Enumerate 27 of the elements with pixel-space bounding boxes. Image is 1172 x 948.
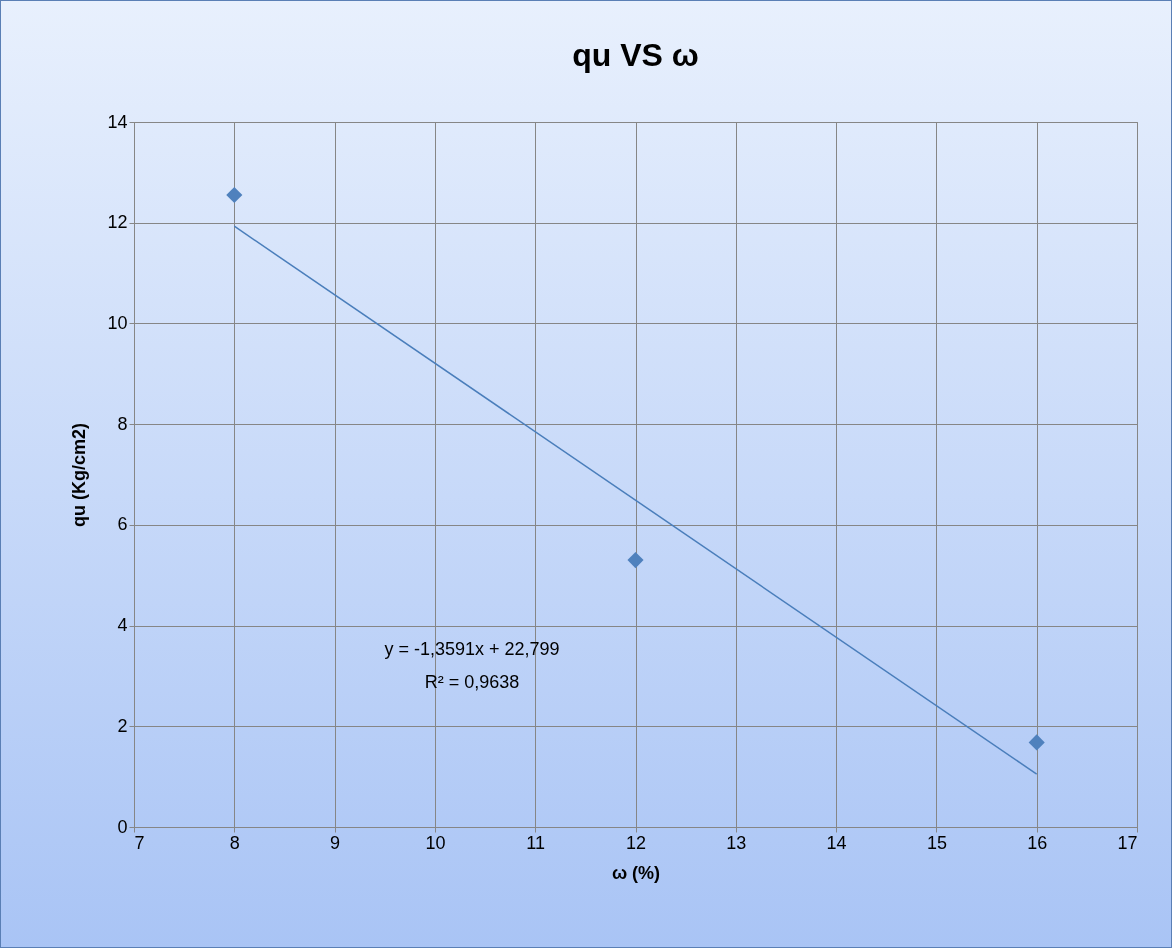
x-axis-title: ω (%) xyxy=(611,862,661,883)
y-tick-label: 14 xyxy=(107,111,128,132)
y-tick-label: 10 xyxy=(107,312,128,333)
y-tick-label: 0 xyxy=(117,816,128,837)
x-tick-label: 8 xyxy=(229,832,240,853)
annotation: R² = 0,9638 xyxy=(424,672,520,692)
chart-title: qu VS ω xyxy=(572,37,699,73)
x-tick-label: 15 xyxy=(926,832,947,853)
y-tick-label: 12 xyxy=(107,212,128,233)
y-tick-label: 8 xyxy=(117,413,128,434)
x-tick-label: 9 xyxy=(330,832,341,853)
x-tick-label: 10 xyxy=(425,832,446,853)
y-tick-label: 6 xyxy=(117,514,128,535)
y-tick-label: 2 xyxy=(117,715,128,736)
point xyxy=(1028,734,1045,751)
x-tick-label: 13 xyxy=(726,832,747,853)
y-axis-title: qu (Kg/cm2) xyxy=(69,422,90,528)
x-tick-label: 14 xyxy=(826,832,847,853)
annotation: y = -1,3591x + 22,799 xyxy=(384,639,560,659)
y-tick-label: 4 xyxy=(117,615,128,636)
x-tick-label: 12 xyxy=(625,832,647,853)
x-tick-label: 17 xyxy=(1117,832,1138,853)
point xyxy=(226,186,243,204)
point xyxy=(627,552,644,569)
x-tick-label: 7 xyxy=(134,832,145,853)
x-tick-label: 16 xyxy=(1027,832,1048,853)
x-tick-label: 11 xyxy=(526,832,546,853)
